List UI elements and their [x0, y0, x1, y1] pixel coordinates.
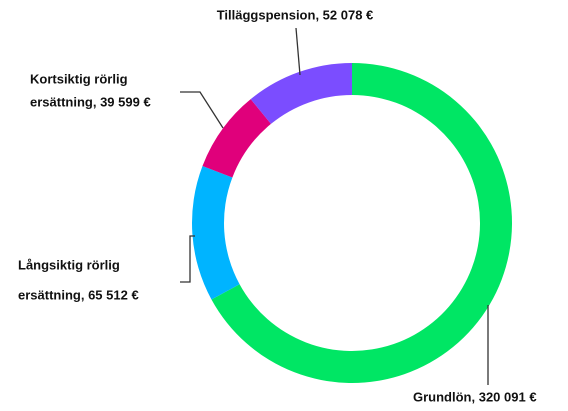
slice-label: Tilläggspension, 52 078 €: [217, 7, 374, 22]
slice-label: Kortsiktig rörlig: [30, 71, 128, 86]
leader-line: [180, 235, 195, 283]
slice-label: ersättning, 65 512 €: [18, 287, 139, 302]
slice-label: ersättning, 39 599 €: [30, 94, 151, 109]
leader-line: [295, 27, 301, 76]
slice-label: Grundlön, 320 091 €: [413, 389, 537, 404]
donut-slice: [202, 99, 271, 178]
donut-slice: [250, 62, 352, 124]
donut-slice: [191, 166, 240, 300]
leader-line: [180, 91, 224, 129]
slice-label: Långsiktig rörlig: [18, 257, 120, 272]
